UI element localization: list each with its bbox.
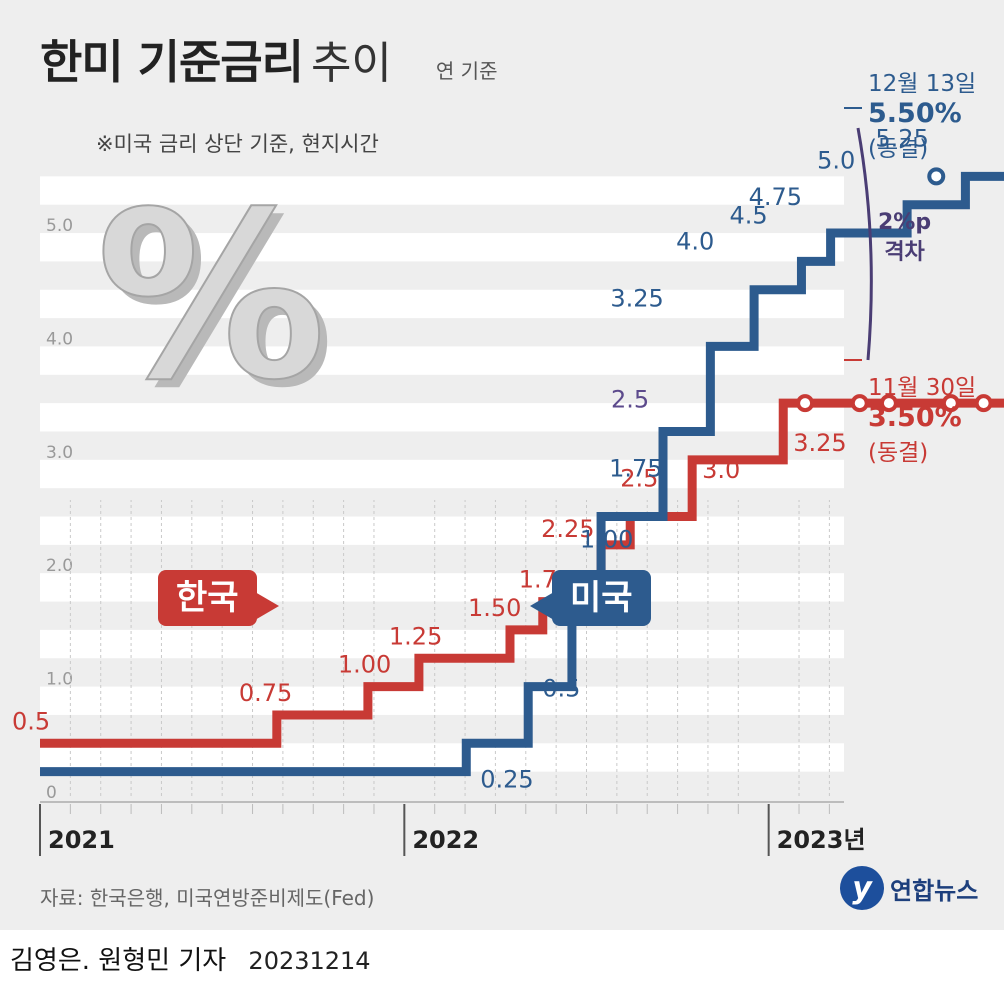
data-label: 3.25 bbox=[793, 429, 846, 457]
us-annotation: 12월 13일 5.50% (동결) bbox=[868, 64, 976, 163]
credit-text: 김영은. 원형민 기자 20231214 bbox=[10, 940, 371, 977]
korea-flag-label: 한국 bbox=[158, 570, 279, 626]
y-tick-label: 5.0 bbox=[46, 216, 73, 236]
hold-marker bbox=[879, 394, 898, 413]
percent-icon: % bbox=[96, 164, 326, 431]
y-tick-label: 3.0 bbox=[46, 443, 73, 463]
korea-annotation: 11월 30일 3.50% (동결) bbox=[868, 368, 976, 467]
korea-annotation-rate: 3.50% bbox=[868, 402, 962, 433]
y-tick-label: 4.0 bbox=[46, 329, 73, 349]
grid-band bbox=[40, 176, 844, 205]
data-label: 3.0 bbox=[702, 456, 740, 484]
x-tick-label: 2021 bbox=[48, 826, 115, 854]
yonhap-logo-icon: y bbox=[840, 866, 884, 910]
data-label: 1.25 bbox=[389, 622, 442, 650]
gap-annotation: 2%p 격차 bbox=[878, 208, 931, 268]
title-light: 추이 bbox=[310, 38, 392, 89]
grid-band bbox=[40, 686, 844, 715]
x-tick-label: 2023년 bbox=[777, 826, 866, 854]
grid-band bbox=[40, 516, 844, 545]
korea-annotation-date: 11월 30일 bbox=[868, 375, 977, 401]
hold-marker bbox=[927, 167, 946, 186]
percent-icon-shadow: % bbox=[104, 172, 334, 439]
data-label: 1.75 bbox=[609, 455, 662, 483]
yonhap-logo: y 연합뉴스 bbox=[840, 866, 978, 910]
hold-marker bbox=[974, 394, 993, 413]
y-tick-label: 2.0 bbox=[46, 556, 73, 576]
y-tick-label: 1.0 bbox=[46, 670, 73, 690]
credit-date: 20231214 bbox=[248, 947, 371, 975]
gap-label: 격차 bbox=[884, 240, 925, 265]
korea-annotation-status: (동결) bbox=[868, 440, 929, 466]
hold-marker bbox=[850, 394, 869, 413]
data-label: 2.5 bbox=[620, 465, 658, 493]
grid-band bbox=[40, 233, 844, 262]
data-label: 0.25 bbox=[480, 765, 533, 793]
y-tick-label: 0 bbox=[46, 783, 57, 803]
grid-band bbox=[40, 289, 844, 319]
title: 한미 기준금리 추이 연 기준 bbox=[40, 26, 497, 92]
data-label: 5.25 bbox=[875, 124, 928, 152]
data-label: 0.5 bbox=[542, 675, 580, 703]
hold-marker bbox=[796, 394, 815, 413]
data-label: 0.75 bbox=[239, 679, 292, 707]
unit-label: 연 기준 bbox=[435, 59, 498, 83]
data-label: 2.5 bbox=[611, 385, 649, 413]
title-bold: 한미 기준금리 bbox=[40, 35, 304, 89]
grid-band bbox=[40, 743, 844, 772]
grid-band bbox=[40, 459, 844, 489]
data-label: 4.75 bbox=[749, 183, 802, 211]
credit-bar: 김영은. 원형민 기자 20231214 bbox=[0, 930, 1004, 982]
data-label: 0.5 bbox=[12, 707, 50, 735]
gap-value: 2%p bbox=[878, 210, 932, 235]
us-annotation-status: (동결) bbox=[868, 136, 929, 162]
data-label: 1.00 bbox=[338, 651, 391, 679]
hold-marker bbox=[941, 394, 960, 413]
gap-bracket bbox=[856, 127, 873, 361]
data-label: 1.50 bbox=[468, 594, 521, 622]
grid-band bbox=[40, 629, 844, 659]
data-label: 1.00 bbox=[580, 526, 633, 554]
data-label: 2.25 bbox=[541, 515, 594, 543]
data-label: 5.0 bbox=[817, 147, 855, 175]
data-label: 3.25 bbox=[610, 284, 663, 312]
data-label: 4.5 bbox=[729, 201, 767, 229]
us-flag-label: 미국 bbox=[530, 570, 651, 626]
credit-names: 김영은. 원형민 기자 bbox=[10, 946, 227, 976]
yonhap-logo-text: 연합뉴스 bbox=[890, 876, 979, 905]
us-annotation-date: 12월 13일 bbox=[868, 71, 977, 97]
basis-note: ※미국 금리 상단 기준, 현지시간 bbox=[96, 132, 379, 156]
data-label: 4.0 bbox=[676, 228, 714, 256]
source-note: 자료: 한국은행, 미국연방준비제도(Fed) bbox=[40, 886, 375, 910]
x-tick-label: 2022 bbox=[412, 826, 479, 854]
us-series-line bbox=[40, 171, 1004, 777]
us-annotation-rate: 5.50% bbox=[868, 98, 962, 129]
